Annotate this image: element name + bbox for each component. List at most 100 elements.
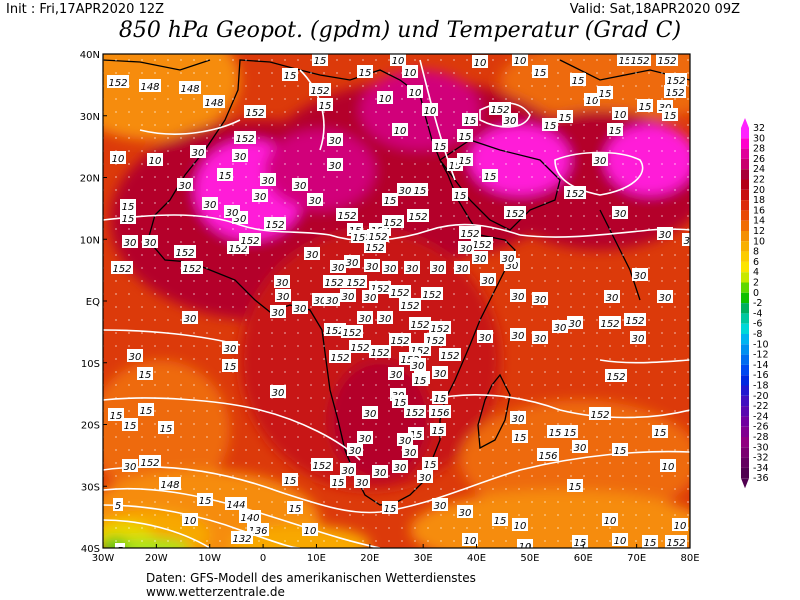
svg-text:30: 30 bbox=[346, 258, 359, 269]
contour-value-label: 152 bbox=[174, 245, 196, 259]
svg-text:15: 15 bbox=[110, 411, 123, 422]
legend-swatch bbox=[741, 303, 749, 314]
contour-value-label: 10 bbox=[392, 123, 408, 137]
svg-text:30: 30 bbox=[294, 181, 307, 192]
legend-level-label: 18 bbox=[753, 195, 765, 206]
legend-level-label: -6 bbox=[753, 319, 762, 330]
contour-value-label: 15 bbox=[197, 493, 213, 507]
contour-value-label: 152 bbox=[345, 275, 367, 289]
latitude-label: 30S bbox=[81, 482, 100, 493]
legend-swatch bbox=[741, 282, 749, 293]
legend-swatch bbox=[741, 406, 749, 417]
svg-text:30: 30 bbox=[272, 388, 285, 399]
svg-text:152: 152 bbox=[410, 320, 429, 331]
svg-text:152: 152 bbox=[346, 278, 365, 289]
contour-value-label: 30 bbox=[377, 311, 393, 325]
legend-swatch bbox=[741, 364, 749, 376]
contour-value-label: 15 bbox=[482, 169, 498, 183]
contour-value-label: 30 bbox=[410, 358, 426, 372]
contour-value-label: 152 bbox=[605, 369, 627, 383]
contour-value-label: 148 bbox=[203, 95, 225, 109]
svg-text:15: 15 bbox=[574, 538, 587, 549]
svg-text:10: 10 bbox=[394, 126, 407, 137]
svg-text:15: 15 bbox=[459, 132, 472, 143]
contour-value-label: 15 bbox=[137, 367, 153, 381]
contour-value-label: 30 bbox=[480, 273, 496, 287]
svg-text:10: 10 bbox=[674, 521, 687, 532]
svg-text:15: 15 bbox=[122, 214, 135, 225]
svg-text:15: 15 bbox=[454, 191, 467, 202]
contour-value-label: 30 bbox=[362, 290, 378, 304]
svg-text:30: 30 bbox=[399, 436, 412, 447]
svg-text:148: 148 bbox=[180, 84, 199, 95]
contour-value-label: 30 bbox=[457, 505, 473, 519]
legend-swatch bbox=[741, 138, 749, 149]
contour-value-label: 10 bbox=[472, 55, 488, 69]
svg-text:30: 30 bbox=[294, 304, 307, 315]
contour-value-label: 152 bbox=[389, 285, 411, 299]
contour-value-label: 30 bbox=[572, 440, 588, 454]
svg-text:15: 15 bbox=[122, 202, 135, 213]
contour-value-label: 30 bbox=[357, 431, 373, 445]
longitude-label: 20W bbox=[145, 553, 168, 564]
contour-value-label: 152 bbox=[471, 237, 493, 251]
contour-value-label: 30 bbox=[354, 475, 370, 489]
svg-text:30: 30 bbox=[124, 238, 137, 249]
contour-value-label: 30 bbox=[392, 460, 408, 474]
legend-swatch bbox=[741, 323, 749, 334]
svg-text:30: 30 bbox=[554, 323, 567, 334]
contour-value-label: 30 bbox=[307, 193, 323, 207]
svg-text:30: 30 bbox=[412, 361, 425, 372]
contour-value-label: 15 bbox=[422, 457, 438, 471]
svg-text:152: 152 bbox=[410, 346, 429, 357]
svg-text:30: 30 bbox=[512, 414, 525, 425]
init-time-label: Init : Fri,17APR2020 12Z bbox=[6, 2, 165, 17]
svg-text:30: 30 bbox=[366, 262, 379, 273]
contour-value-label: 15 bbox=[158, 421, 174, 435]
svg-text:30: 30 bbox=[512, 292, 525, 303]
latitude-label: 20S bbox=[81, 421, 100, 432]
legend-level-label: -18 bbox=[753, 381, 769, 392]
svg-text:30: 30 bbox=[569, 319, 582, 330]
svg-text:15: 15 bbox=[284, 71, 297, 82]
svg-text:15: 15 bbox=[384, 196, 397, 207]
contour-value-label: 30 bbox=[122, 235, 138, 249]
legend-level-label: 32 bbox=[753, 123, 765, 134]
legend-level-label: -8 bbox=[753, 329, 762, 340]
svg-text:152: 152 bbox=[665, 88, 684, 99]
svg-text:15: 15 bbox=[140, 406, 153, 417]
latitude-label: 10S bbox=[81, 359, 100, 370]
contour-value-label: 152 bbox=[309, 83, 331, 97]
legend-level-label: -4 bbox=[753, 308, 762, 319]
contour-value-label: 30 bbox=[430, 261, 446, 275]
contour-value-label: 10 bbox=[390, 54, 406, 67]
contour-value-label: 30 bbox=[532, 292, 548, 306]
svg-text:15: 15 bbox=[414, 186, 427, 197]
contour-value-label: 30 bbox=[232, 149, 248, 163]
svg-text:15: 15 bbox=[432, 426, 445, 437]
svg-text:144: 144 bbox=[226, 500, 245, 511]
svg-text:15: 15 bbox=[494, 516, 507, 527]
svg-text:15: 15 bbox=[544, 121, 557, 132]
contour-value-label: 15 bbox=[512, 430, 528, 444]
svg-text:30: 30 bbox=[432, 264, 445, 275]
svg-text:152: 152 bbox=[140, 458, 159, 469]
svg-text:15: 15 bbox=[639, 102, 652, 113]
legend-level-label: -26 bbox=[753, 422, 769, 433]
svg-text:10: 10 bbox=[112, 154, 125, 165]
coastline-5 bbox=[103, 59, 211, 71]
legend-level-label: 2 bbox=[753, 278, 759, 289]
svg-text:152: 152 bbox=[390, 336, 409, 347]
contour-value-label: 148 bbox=[159, 477, 181, 491]
legend-swatch bbox=[741, 344, 749, 355]
svg-text:30: 30 bbox=[329, 136, 342, 147]
latitude-label: 10N bbox=[80, 235, 100, 246]
geopotential-contour-8 bbox=[519, 228, 690, 238]
latitude-label: 20N bbox=[80, 174, 100, 185]
contour-value-label: 152 bbox=[369, 345, 391, 359]
contour-value-label: 152 bbox=[624, 313, 646, 327]
svg-text:15: 15 bbox=[514, 433, 527, 444]
contour-value-label: 15 bbox=[492, 513, 508, 527]
svg-text:15: 15 bbox=[534, 68, 547, 79]
contour-value-label: 152 bbox=[349, 340, 371, 354]
